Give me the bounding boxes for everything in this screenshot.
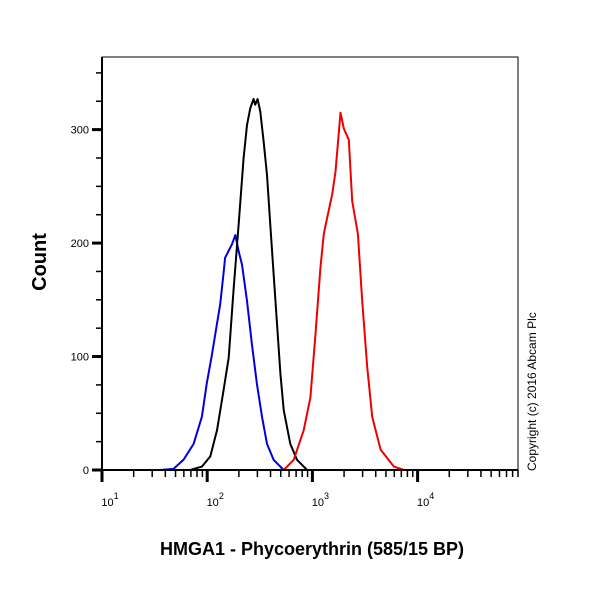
copyright-annotation: Copyright (c) 2016 Abcam Plc: [525, 312, 539, 471]
x-tick-label: 101: [101, 491, 118, 509]
axes: 0 100 200 300 101 102 103 104: [71, 56, 519, 509]
y-tick-label: 0: [83, 465, 89, 477]
x-tick-label: 102: [207, 491, 224, 509]
plot-area: [102, 98, 518, 471]
x-tick-label: 104: [417, 491, 434, 509]
series-line-1: [102, 98, 518, 471]
series-line-2: [102, 111, 518, 471]
series-line-0: [102, 234, 518, 471]
y-tick-label: 100: [71, 352, 89, 364]
y-tick-label: 200: [71, 238, 89, 250]
y-axis-label: Count: [29, 233, 51, 291]
plot-frame: [101, 56, 519, 471]
y-tick-label: 300: [71, 125, 89, 137]
x-tick-label: 103: [312, 491, 329, 509]
x-axis-label: HMGA1 - Phycoerythrin (585/15 BP): [160, 539, 464, 559]
